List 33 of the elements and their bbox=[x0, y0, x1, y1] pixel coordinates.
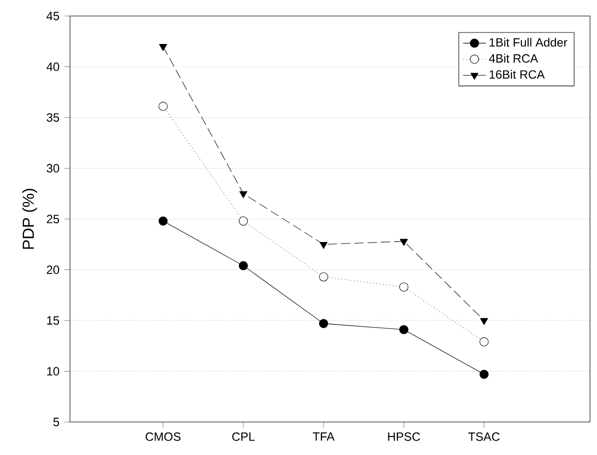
point bbox=[238, 216, 248, 226]
y-tick-label: 25 bbox=[46, 214, 60, 224]
x-tick-label: CPL bbox=[232, 432, 255, 441]
y-axis-title: PDP (%) bbox=[22, 188, 38, 249]
point bbox=[400, 238, 408, 246]
x-tick-label: TFA bbox=[312, 432, 335, 441]
y-tick-label: 40 bbox=[46, 62, 60, 72]
point bbox=[399, 282, 408, 292]
point bbox=[480, 370, 489, 379]
point bbox=[480, 318, 488, 326]
y-tick-label: 15 bbox=[47, 316, 60, 325]
point bbox=[159, 44, 168, 51]
legend-label: 4Bit RCA bbox=[489, 54, 538, 63]
point bbox=[319, 319, 328, 328]
point bbox=[399, 325, 408, 334]
legend-label: 16Bit RCA bbox=[490, 70, 545, 79]
y-tick-label: 30 bbox=[46, 164, 60, 173]
x-tick-label: CMOS bbox=[146, 432, 181, 441]
point bbox=[158, 102, 168, 111]
x-tick-label: HPSC bbox=[388, 432, 420, 441]
point bbox=[238, 261, 248, 270]
point bbox=[158, 216, 168, 226]
legend-label: 1Bit Full Adder bbox=[490, 38, 568, 47]
point bbox=[239, 191, 248, 198]
y-tick-label: 10 bbox=[47, 366, 60, 376]
y-tick-label: 20 bbox=[46, 266, 60, 274]
point bbox=[480, 337, 489, 346]
y-tick-label: 45 bbox=[46, 12, 60, 20]
point bbox=[319, 272, 328, 282]
y-tick-label: 35 bbox=[46, 113, 60, 122]
y-tick-label: 5 bbox=[53, 418, 60, 426]
x-tick-label: TSAC bbox=[468, 432, 500, 441]
point bbox=[320, 242, 328, 249]
